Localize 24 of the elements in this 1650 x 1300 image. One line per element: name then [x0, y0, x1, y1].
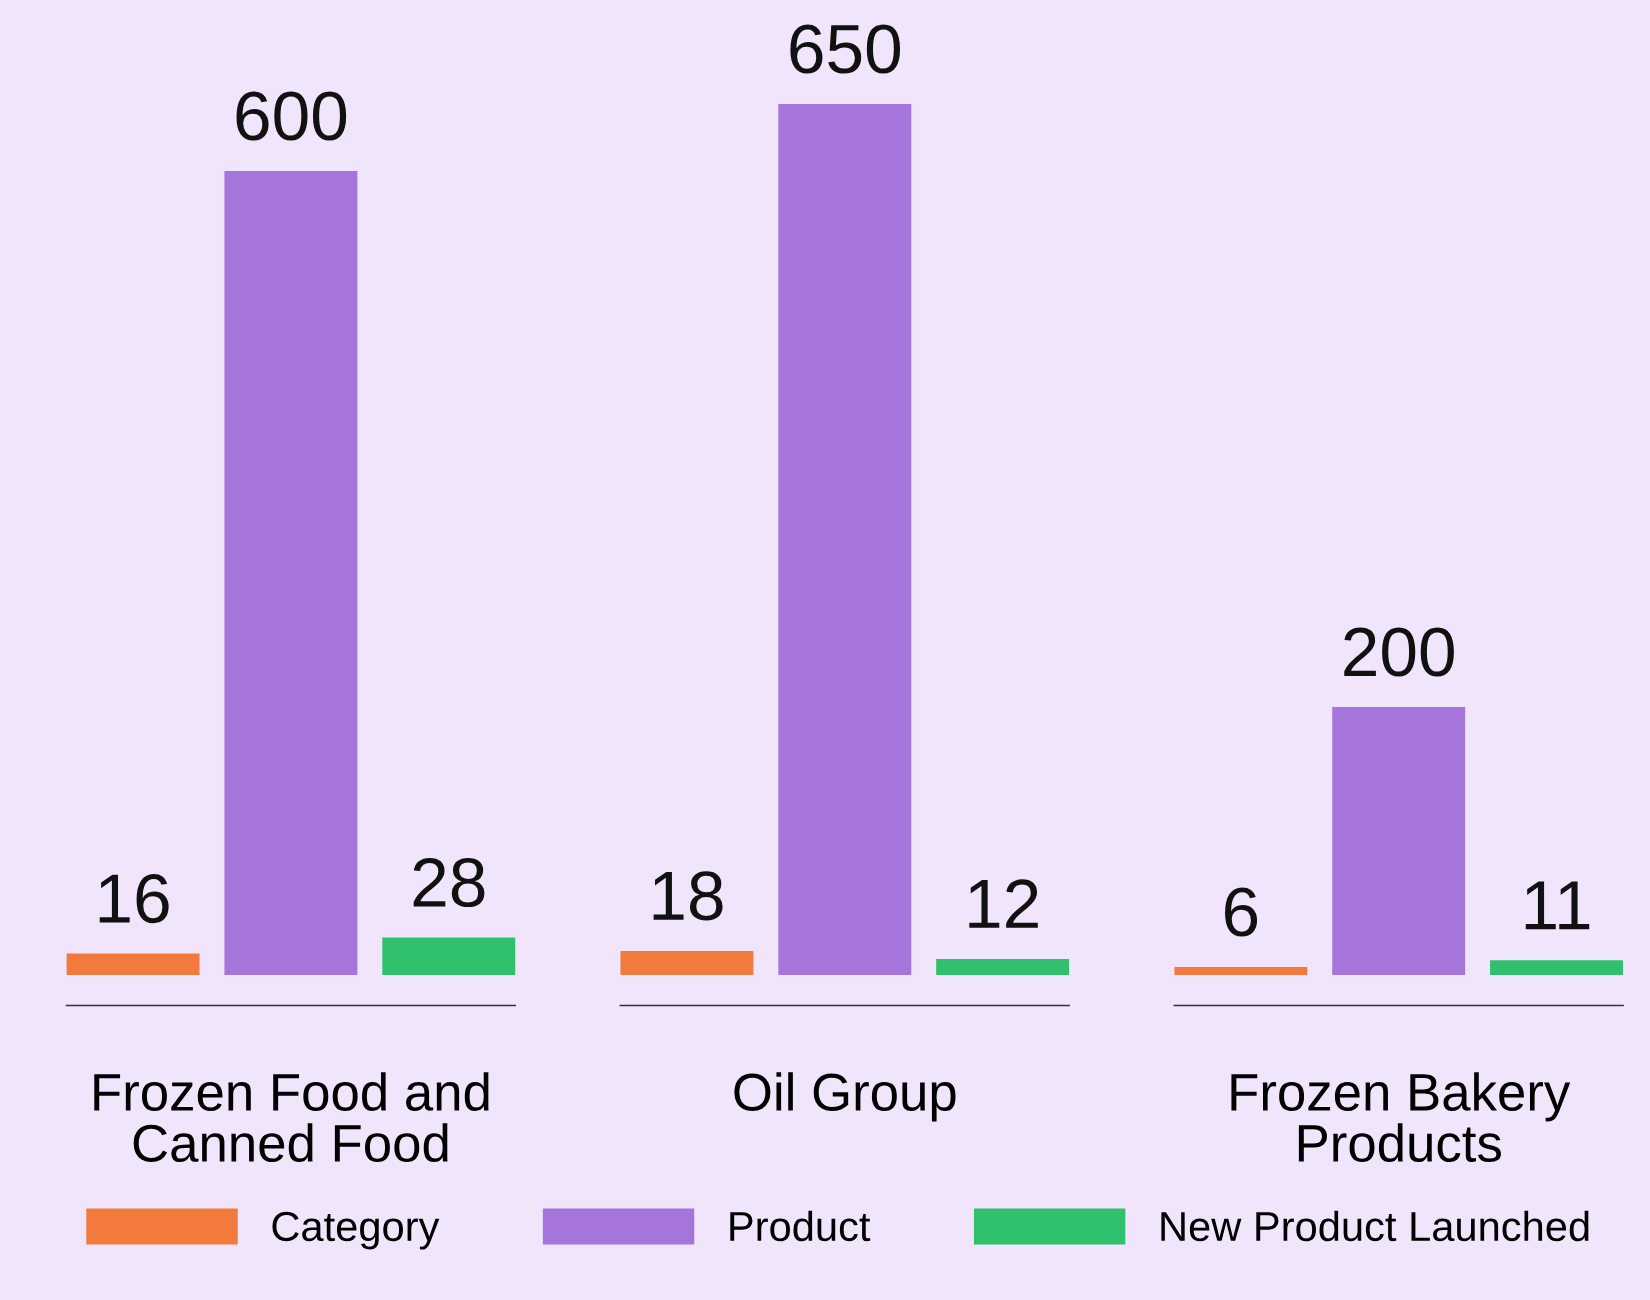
- bar: [224, 171, 358, 975]
- x-tick-label: Frozen Food and Canned Food: [94, 1072, 489, 1163]
- data-label: 600: [236, 91, 347, 141]
- x-tick-label: Frozen Bakery Products: [1231, 1072, 1571, 1163]
- bar: [1490, 960, 1624, 975]
- bar: [936, 958, 1070, 975]
- data-label: 18: [653, 871, 723, 921]
- data-label: 16: [99, 873, 169, 924]
- legend-label: New Product Launched: [1161, 1210, 1589, 1242]
- x-tick-label: Oil Group: [734, 1072, 956, 1122]
- bar: [66, 953, 200, 975]
- data-label: 650: [790, 24, 901, 74]
- bar: [620, 950, 754, 975]
- data-label: 12: [969, 879, 1038, 928]
- bar: [382, 937, 516, 975]
- data-label: 11: [1525, 881, 1590, 930]
- legend-label: Product: [730, 1210, 871, 1242]
- data-label: 28: [413, 857, 485, 908]
- data-label: 200: [1344, 627, 1454, 677]
- legend-label: Category: [272, 1211, 440, 1250]
- data-label: 6: [1225, 887, 1258, 937]
- bar: [1174, 966, 1308, 975]
- bar: [1332, 707, 1466, 975]
- bar: [778, 104, 912, 975]
